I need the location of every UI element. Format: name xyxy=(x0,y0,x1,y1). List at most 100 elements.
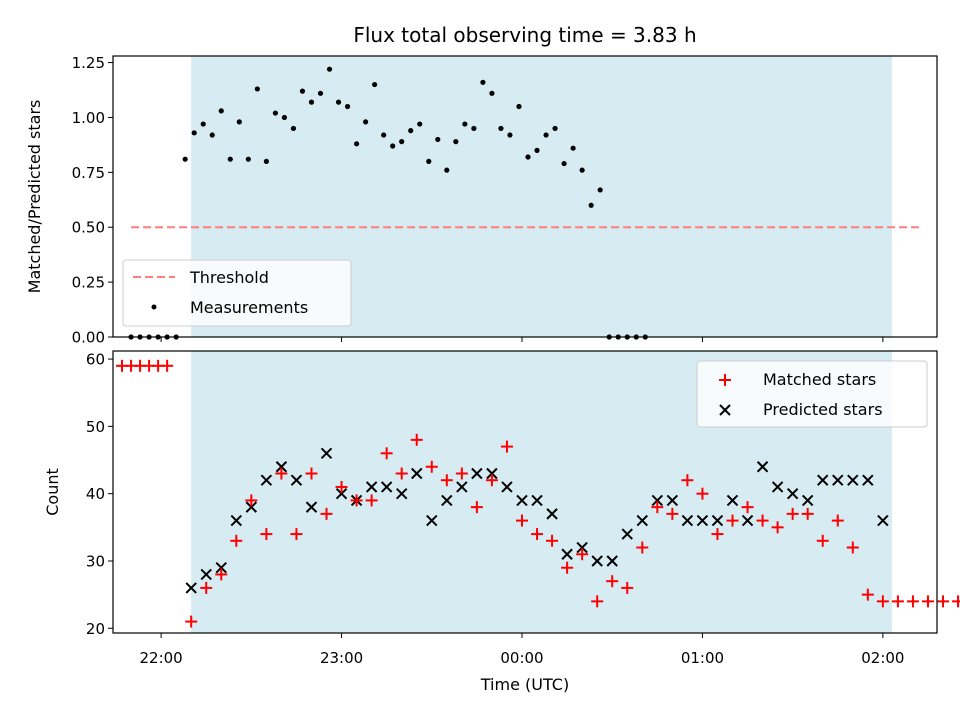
measurement-point xyxy=(191,130,197,136)
matched-star-marker xyxy=(891,595,904,608)
predicted-star-marker xyxy=(847,474,859,486)
predicted-marker-stroke xyxy=(441,494,453,507)
measurement-point xyxy=(570,145,576,151)
predicted-marker-stroke xyxy=(335,487,348,500)
matched-star-marker xyxy=(666,507,679,520)
predicted-star-marker xyxy=(380,481,393,493)
predicted-marker-stroke xyxy=(230,514,243,527)
matched-star-marker xyxy=(425,460,438,473)
measurement-point xyxy=(236,119,242,125)
bottom-axes-frame xyxy=(112,350,938,634)
matched-star-marker xyxy=(937,595,950,608)
predicted-marker-stroke xyxy=(365,481,378,493)
predicted-marker-stroke xyxy=(516,494,528,507)
predicted-star-marker xyxy=(215,562,227,574)
predicted-marker-stroke xyxy=(531,494,543,507)
predicted-star-marker xyxy=(726,494,739,507)
predicted-star-marker xyxy=(486,467,498,480)
y-tick-label: 0.00 xyxy=(72,329,105,347)
matched-star-marker xyxy=(621,581,634,594)
measurement-point xyxy=(426,158,432,164)
measurement-point xyxy=(480,79,486,85)
predicted-marker-stroke xyxy=(546,508,558,520)
measurement-point xyxy=(209,132,215,138)
predicted-marker-stroke xyxy=(696,514,709,527)
predicted-star-marker xyxy=(561,548,573,560)
measurement-point xyxy=(254,86,260,92)
measurement-point xyxy=(462,121,468,127)
predicted-star-marker xyxy=(320,447,333,460)
predicted-star-marker xyxy=(817,474,829,486)
predicted-star-marker xyxy=(546,508,558,520)
predicted-star-marker xyxy=(395,487,408,500)
measurement-point xyxy=(435,136,441,143)
matched-star-marker xyxy=(350,494,363,507)
predicted-marker-stroke xyxy=(756,461,769,473)
predicted-marker-stroke xyxy=(305,501,318,513)
matched-star-marker xyxy=(591,595,604,608)
matched-star-marker xyxy=(561,561,574,574)
y-tick-label: 1.00 xyxy=(72,109,105,127)
predicted-star-marker xyxy=(862,474,874,486)
predicted-star-marker xyxy=(636,514,648,527)
predicted-marker-stroke xyxy=(245,501,258,513)
measurement-point xyxy=(344,103,351,110)
y-tick-label: 30 xyxy=(86,552,105,570)
measurement-point xyxy=(299,88,306,94)
bottom-legend: Matched stars Predicted stars xyxy=(696,360,928,428)
matched-star-marker xyxy=(395,467,408,480)
predicted-marker-stroke xyxy=(847,474,859,486)
predicted-star-marker xyxy=(501,481,513,493)
measurement-point xyxy=(417,121,423,127)
matched-star-marker xyxy=(485,474,498,487)
predicted-marker-stroke xyxy=(726,494,739,507)
predicted-star-marker xyxy=(531,494,543,507)
predicted-marker-stroke xyxy=(801,494,814,507)
y-tick-label: 60 xyxy=(86,351,105,369)
legend-predicted-label: Predicted stars xyxy=(763,400,883,419)
measurement-point xyxy=(381,132,387,138)
legend-measurements-swatch xyxy=(151,304,157,310)
measurement-point xyxy=(353,141,360,147)
predicted-star-marker xyxy=(621,528,633,540)
predicted-marker-stroke xyxy=(666,494,679,507)
y-tick-label: 0.75 xyxy=(72,164,105,182)
predicted-marker-stroke xyxy=(817,474,829,486)
predicted-star-marker xyxy=(786,487,799,500)
matched-star-marker xyxy=(230,534,243,547)
measurement-point xyxy=(227,156,233,162)
predicted-star-marker xyxy=(245,501,258,513)
matched-star-marker xyxy=(380,447,393,460)
matched-star-marker xyxy=(455,467,468,480)
predicted-star-marker xyxy=(516,494,528,507)
matched-star-marker xyxy=(606,575,619,588)
bottom-chart-panel: 20 30 40 50 60 22:00 23:00 00:00 01:00 02:00 Cou… xyxy=(43,350,960,694)
predicted-marker-stroke xyxy=(862,474,874,486)
matched-star-marker xyxy=(906,595,919,608)
top-y-ticks: 0.00 0.25 0.50 0.75 1.00 1.25 xyxy=(72,54,113,347)
predicted-star-marker xyxy=(606,555,618,567)
predicted-marker-stroke xyxy=(606,555,618,567)
bottom-legend-box xyxy=(696,360,928,428)
measurement-point xyxy=(363,119,369,125)
y-tick-label: 20 xyxy=(86,620,105,638)
matched-star-marker xyxy=(651,501,664,514)
matched-star-marker xyxy=(831,514,844,527)
matched-star-marker xyxy=(320,507,333,520)
predicted-star-marker xyxy=(771,481,784,493)
matched-star-marker xyxy=(576,548,589,561)
predicted-star-marker xyxy=(426,514,438,527)
x-axis-label: Time (UTC) xyxy=(480,675,569,694)
measurement-point xyxy=(507,132,513,138)
predicted-star-marker xyxy=(651,494,664,507)
predicted-marker-stroke xyxy=(651,494,664,507)
measurement-point xyxy=(390,143,396,149)
predicted-marker-stroke xyxy=(320,447,333,460)
measurement-point xyxy=(453,139,459,145)
legend-threshold-label: Threshold xyxy=(189,268,269,287)
measurement-point xyxy=(561,160,567,167)
measurement-point xyxy=(200,121,206,127)
predicted-marker-stroke xyxy=(260,474,273,486)
measurement-point xyxy=(489,90,495,96)
y-tick-label: 0.50 xyxy=(72,219,105,237)
